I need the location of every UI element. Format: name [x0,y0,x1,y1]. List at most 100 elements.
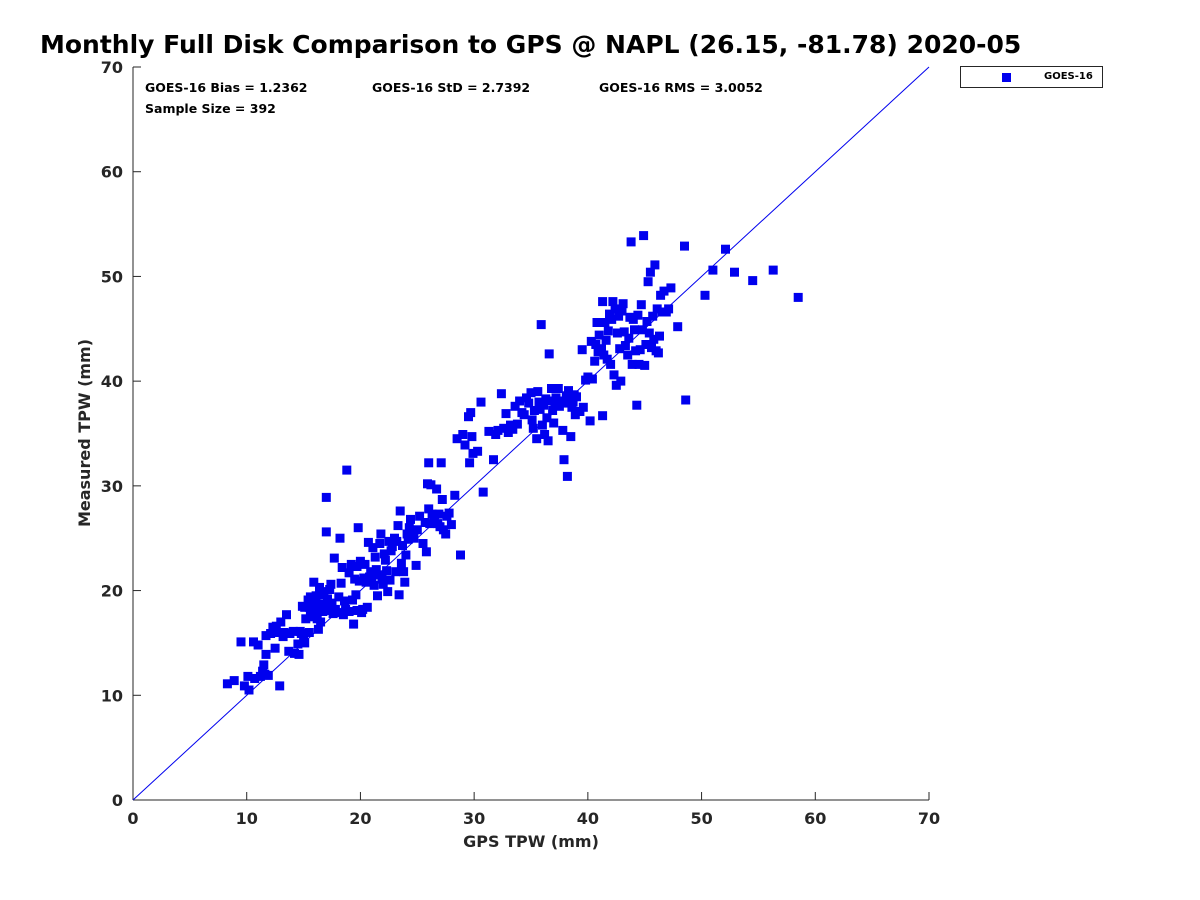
data-point [270,643,280,653]
data-point [327,598,337,608]
data-point [544,349,554,359]
data-point [304,628,314,637]
legend: GOES-16 [960,66,1103,88]
data-point [636,300,646,310]
data-point [639,231,649,241]
data-point [624,333,634,343]
data-point [597,344,606,354]
data-point [585,416,595,426]
x-tick-label: 70 [918,809,940,828]
data-point [652,304,662,314]
data-point [342,465,352,475]
data-point [426,480,436,490]
data-point [644,328,654,338]
data-point [493,425,503,435]
data-point [249,637,258,647]
data-point [562,471,572,481]
data-point [601,335,611,345]
data-point [300,602,310,612]
data-point [266,629,276,638]
data-point [458,430,468,439]
data-point [344,568,354,578]
data-point [222,679,232,689]
data-point [259,660,269,670]
std-stat: GOES-16 StD = 2.7392 [372,80,531,95]
legend-label: GOES-16 [1044,71,1093,82]
y-tick-label: 30 [101,477,123,496]
data-point [401,550,411,560]
data-point [369,580,379,590]
data-point [533,387,543,397]
data-point [394,590,404,600]
data-point [476,397,486,407]
data-point [564,386,573,396]
data-point [334,592,344,602]
data-point [608,297,618,307]
data-point [560,398,570,408]
data-point [645,267,655,277]
data-point [512,419,522,429]
data-point [524,398,534,408]
data-point [680,241,689,251]
data-point [623,350,633,360]
data-point [384,536,394,546]
data-point [320,599,330,609]
data-point [399,567,409,577]
data-point [559,455,569,465]
data-point [598,411,608,421]
data-point [549,418,559,428]
data-point [496,389,506,399]
data-point [628,314,638,324]
data-point [617,306,627,316]
data-point [501,409,511,419]
data-point [261,631,271,641]
data-point [353,523,363,533]
data-point [609,370,619,380]
data-point [400,577,410,587]
data-point [325,585,335,594]
data-point [655,331,664,341]
data-point [329,553,339,563]
data-point [666,283,676,293]
data-point [640,360,650,370]
data-point [650,260,660,270]
data-point [567,402,577,412]
data-point [236,637,246,647]
data-point [619,327,629,337]
data-point [653,348,663,358]
data-point [409,533,419,543]
data-point [643,277,653,287]
data-point [279,628,289,637]
data-point [649,334,659,344]
data-point [591,340,601,349]
data-point [253,640,263,650]
x-tick-label: 10 [236,809,258,828]
data-point [360,559,370,569]
data-point [681,395,691,405]
data-point [542,413,552,423]
data-point [370,552,380,562]
data-point [337,563,347,572]
data-point [244,685,254,695]
data-point [395,506,405,516]
data-point [558,425,568,435]
x-tick-label: 60 [804,809,826,828]
y-tick-label: 50 [101,267,123,286]
data-point [539,400,548,410]
data-point [708,265,718,275]
data-point [391,567,401,577]
data-point [633,310,643,320]
data-point [411,560,421,570]
data-point [352,606,362,615]
data-point [540,430,550,439]
y-tick-label: 70 [101,58,123,77]
data-point [594,330,604,340]
data-point [382,566,392,576]
data-point [368,543,378,553]
data-point [296,629,306,638]
data-point [630,325,639,335]
data-point [379,549,389,559]
x-axis-label: GPS TPW (mm) [463,832,599,851]
data-point [336,578,346,588]
